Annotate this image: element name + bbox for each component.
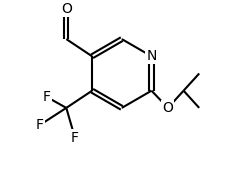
Text: O: O xyxy=(162,101,173,115)
Text: N: N xyxy=(146,49,156,63)
Text: F: F xyxy=(43,90,51,104)
Text: F: F xyxy=(36,118,44,132)
Text: F: F xyxy=(71,131,79,145)
Text: O: O xyxy=(61,2,72,16)
